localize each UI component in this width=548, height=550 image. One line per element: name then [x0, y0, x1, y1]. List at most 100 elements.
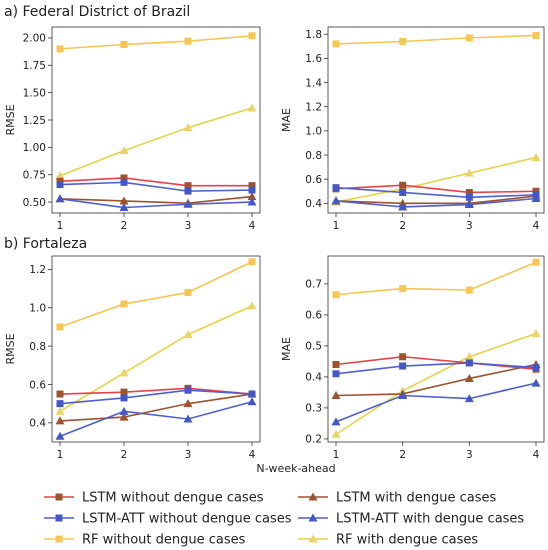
- series-line: [59, 195, 253, 204]
- panel-title-federal: a) Federal District of Brazil: [4, 4, 190, 20]
- series-rf_w: [55, 301, 257, 415]
- data-point: [119, 406, 129, 415]
- data-point: [532, 364, 540, 372]
- y-axis-label: RMSE: [4, 333, 17, 364]
- data-point: [120, 178, 128, 186]
- legend-item-att_w: LSTM-ATT with dengue cases: [298, 512, 524, 527]
- x-tick-label: 3: [466, 220, 473, 232]
- data-point: [531, 152, 541, 161]
- y-tick-label: 0.5: [305, 341, 322, 353]
- data-point: [531, 329, 541, 337]
- data-point: [331, 196, 341, 205]
- y-tick-label: 0.7: [305, 279, 322, 291]
- chart-federal_mae: 0.4 0.6 0.8 1.0 1.2 1.4 1.6 1.8 1 2 3 4 MAE: [280, 26, 545, 232]
- series-rf_wo: [332, 258, 540, 299]
- data-point: [119, 412, 129, 421]
- x-tick-label: 3: [185, 449, 192, 461]
- plots: 0.500.751.001.251.501.752.001 2 3 4RMSE0.40…: [4, 26, 545, 461]
- x-tick-label: 1: [57, 449, 64, 461]
- y-tick-label: 0.6: [305, 174, 322, 186]
- data-point: [399, 181, 407, 189]
- legend-label: RF without dengue cases: [82, 533, 246, 548]
- data-point: [120, 388, 128, 396]
- series-line: [59, 387, 253, 395]
- y-tick-label: 0.3: [305, 403, 322, 415]
- data-point: [183, 123, 193, 132]
- data-point: [399, 285, 407, 293]
- chart-fortaleza_mae: 0.2 0.3 0.4 0.5 0.6 0.7 1 2 3 4 MAE: [280, 255, 545, 461]
- legend-item-rf_wo: RF without dengue cases: [44, 533, 246, 548]
- series-line: [59, 34, 253, 50]
- data-point: [398, 202, 408, 211]
- data-point: [331, 417, 341, 426]
- data-point: [120, 174, 128, 182]
- data-point: [184, 187, 192, 195]
- legend-marker: [308, 513, 318, 522]
- y-tick-label: 0.6: [305, 310, 322, 322]
- series-rf_w: [331, 152, 541, 206]
- data-point: [183, 414, 193, 423]
- y-tick-label: 1.00: [23, 142, 46, 154]
- legend-item-att_wo: LSTM-ATT without dengue cases: [44, 512, 292, 527]
- y-tick-label: 0.4: [305, 198, 322, 210]
- data-point: [55, 406, 65, 415]
- data-point: [464, 168, 474, 177]
- data-point: [120, 394, 128, 402]
- x-tick-label: 1: [333, 220, 340, 232]
- x-tick-label: 4: [249, 449, 256, 461]
- data-point: [183, 199, 193, 208]
- legend: LSTM without dengue cases LSTM with dengu…: [44, 491, 524, 548]
- x-tick-label: 1: [333, 449, 340, 461]
- data-point: [248, 32, 256, 40]
- y-tick-label: 1.2: [305, 102, 322, 114]
- data-point: [184, 386, 192, 394]
- data-point: [120, 300, 128, 308]
- data-point: [465, 359, 473, 367]
- y-axis-label: RMSE: [4, 104, 17, 135]
- y-tick-label: 1.50: [23, 87, 46, 99]
- series-att_wo: [56, 386, 256, 408]
- y-tick-label: 1.0: [29, 303, 46, 315]
- series-line: [59, 305, 253, 413]
- data-point: [331, 429, 341, 438]
- series-rf_w: [55, 103, 257, 180]
- y-tick-label: 1.4: [305, 77, 322, 89]
- series-line: [335, 362, 537, 375]
- chart-fortaleza_rmse: 0.4 0.6 0.8 1.0 1.2 1 2 3 4 RMSE: [4, 255, 261, 461]
- data-point: [532, 258, 540, 266]
- x-tick-label: 2: [399, 220, 406, 232]
- series-line: [59, 181, 253, 192]
- series-line: [335, 197, 537, 208]
- y-tick-label: 1.2: [29, 264, 46, 276]
- series-att_w: [55, 194, 257, 212]
- series-att_w: [331, 194, 541, 211]
- data-point: [464, 200, 474, 209]
- data-point: [56, 390, 64, 398]
- data-point: [119, 368, 129, 377]
- data-point: [464, 352, 474, 361]
- data-point: [399, 353, 407, 361]
- data-point: [399, 37, 407, 45]
- plot-frame: [327, 255, 545, 443]
- x-axis-label: N-week-ahead: [256, 462, 335, 475]
- series-line: [335, 261, 537, 296]
- data-point: [119, 146, 129, 155]
- series-line: [335, 382, 537, 423]
- data-point: [332, 40, 340, 48]
- series-rf_wo: [56, 32, 256, 53]
- data-point: [532, 187, 540, 195]
- data-point: [247, 192, 257, 201]
- y-tick-label: 0.6: [29, 379, 46, 391]
- data-point: [399, 362, 407, 370]
- data-point: [399, 188, 407, 196]
- data-point: [465, 34, 473, 42]
- legend-label: LSTM-ATT with dengue cases: [336, 512, 524, 527]
- data-point: [55, 194, 65, 203]
- legend-marker: [55, 535, 63, 543]
- x-tick-label: 2: [399, 449, 406, 461]
- series-line: [335, 184, 537, 194]
- plot-frame: [327, 26, 545, 214]
- y-tick-label: 0.8: [29, 341, 46, 353]
- data-point: [248, 186, 256, 194]
- data-point: [56, 45, 64, 53]
